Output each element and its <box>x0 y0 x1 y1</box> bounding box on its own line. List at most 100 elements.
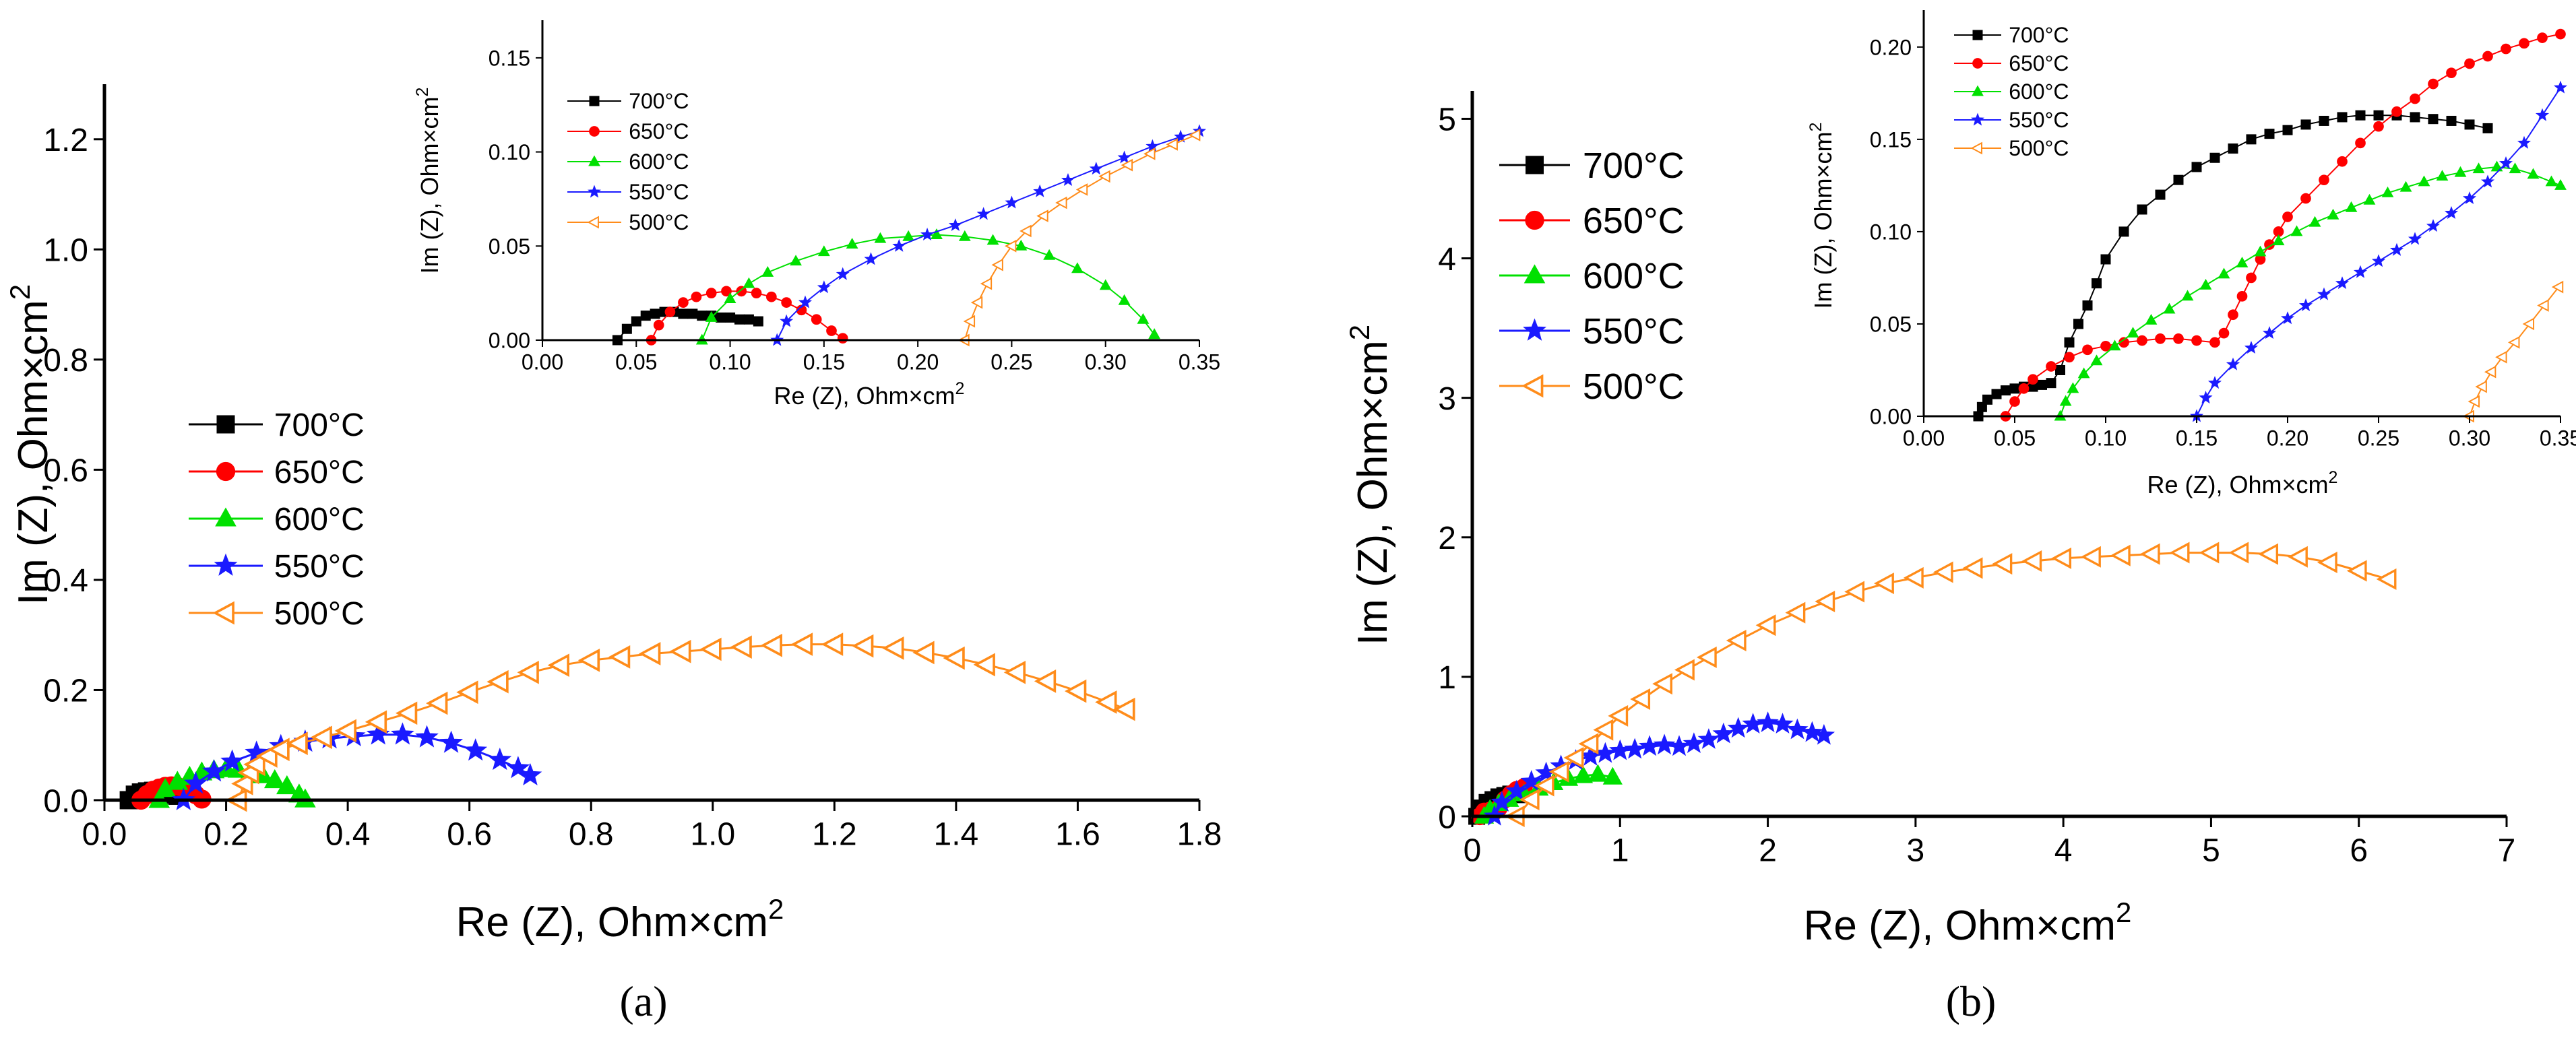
y-tick-label: 4 <box>1438 242 1456 278</box>
legend-label: 700°C <box>2009 23 2069 47</box>
data-point-500C <box>1004 239 1017 253</box>
data-point-650C <box>2319 174 2329 186</box>
data-point-700C <box>2064 337 2075 348</box>
data-point-550C <box>1771 713 1794 734</box>
data-point-700C <box>2137 204 2147 215</box>
data-point-600C <box>2218 267 2230 279</box>
data-point-550C <box>2480 174 2495 188</box>
data-point-500C <box>456 680 478 705</box>
data-point-500C <box>547 653 569 678</box>
legend-entry-700C: 700°C <box>1954 23 2069 47</box>
x-tick-label: 0.35 <box>1179 350 1220 374</box>
legend-entry-500C: 500°C <box>1954 136 2069 160</box>
x-tick-label: 0.35 <box>2540 426 2576 451</box>
data-point-500C <box>2484 365 2496 379</box>
data-point-500C <box>1696 646 1717 668</box>
y-tick-label: 0.8 <box>43 343 88 379</box>
data-point-550C <box>1813 723 1835 745</box>
x-tick-label: 2 <box>1759 833 1777 868</box>
data-point-500C <box>2317 552 2337 574</box>
data-point-650C <box>736 286 747 297</box>
series-line-600C <box>2059 166 2561 417</box>
caption-b: (b) <box>1946 977 1997 1025</box>
x-tick-label: 0.25 <box>991 350 1032 374</box>
data-point-650C <box>2464 58 2475 69</box>
data-point-550C <box>2371 254 2386 267</box>
data-point-550C <box>2535 108 2550 121</box>
data-point-550C <box>780 314 794 327</box>
data-point-650C <box>2555 28 2566 40</box>
y-tick-label: 0.6 <box>43 453 88 489</box>
data-point-600C <box>2327 208 2339 220</box>
legend-marker <box>1970 112 1985 126</box>
data-point-500C <box>2258 543 2279 565</box>
legend-marker <box>587 216 599 229</box>
data-point-500C <box>2081 546 2101 568</box>
data-point-600C <box>2163 302 2176 314</box>
data-point-500C <box>669 639 691 663</box>
chart-b-inset-x-ticks: 0.00 0.05 0.10 0.15 0.20 0.25 0.30 0.35 <box>1903 416 2576 451</box>
data-point-550C <box>1505 779 1528 801</box>
legend-label: 500°C <box>274 596 365 632</box>
legend-label: 500°C <box>1583 366 1685 407</box>
data-point-600C <box>276 775 298 795</box>
legend-label: 500°C <box>629 210 689 234</box>
y-tick-label: 0.20 <box>1870 35 1912 59</box>
data-point-550C <box>1697 728 1720 749</box>
legend-entry-550C: 550°C <box>189 549 365 585</box>
data-point-550C <box>1801 721 1823 742</box>
chart-a-main-y-label: Im (Z), Ohm×cm2 <box>4 284 57 605</box>
x-tick-label: 0 <box>1464 833 1482 868</box>
x-tick-label: 1.0 <box>690 816 735 852</box>
data-point-700C <box>2001 385 2011 396</box>
legend-entry-600C: 600°C <box>189 502 365 537</box>
data-point-600C <box>1137 313 1150 324</box>
legend-label: 500°C <box>2009 136 2069 160</box>
data-point-550C <box>1786 718 1809 740</box>
y-tick-label: 0 <box>1438 800 1456 835</box>
data-point-650C <box>2501 43 2511 55</box>
data-point-500C <box>1064 679 1087 703</box>
data-point-650C <box>2482 51 2493 62</box>
data-point-650C <box>2137 335 2147 346</box>
data-point-500C <box>2288 546 2308 568</box>
series-550C <box>2189 80 2568 422</box>
data-point-500C <box>1121 158 1133 172</box>
data-point-500C <box>1563 747 1584 769</box>
x-tick-label: 4 <box>2054 833 2073 868</box>
data-point-500C <box>1815 591 1835 613</box>
data-point-500C <box>2346 560 2367 582</box>
chart-a-main-legend: 700°C 650°C 600°C 550°C 500°C <box>189 407 365 632</box>
data-point-600C <box>2509 162 2521 174</box>
data-point-500C <box>1534 775 1554 797</box>
data-point-500C <box>1992 553 2013 575</box>
data-point-500C <box>1095 690 1117 714</box>
legend-entry-700C: 700°C <box>1499 145 1685 186</box>
data-point-500C <box>790 632 813 656</box>
data-point-600C <box>2308 216 2321 227</box>
data-point-500C <box>1630 688 1651 711</box>
y-tick-label: 1 <box>1438 660 1456 696</box>
x-tick-label: 0.05 <box>615 350 657 374</box>
legend-marker <box>589 96 600 106</box>
data-point-600C <box>790 255 802 266</box>
data-point-550C <box>464 738 488 761</box>
data-point-650C <box>2428 78 2439 90</box>
data-point-500C <box>943 646 965 670</box>
data-point-500C <box>1143 148 1156 160</box>
data-point-600C <box>2145 314 2158 325</box>
data-point-600C <box>2472 162 2485 174</box>
data-point-650C <box>2064 352 2075 363</box>
data-point-500C <box>970 296 983 309</box>
x-tick-label: 0.4 <box>325 816 371 852</box>
data-point-500C <box>231 772 253 795</box>
legend-label: 550°C <box>274 549 365 585</box>
legend-marker <box>1970 141 1982 155</box>
data-point-500C <box>1113 697 1135 721</box>
chart-b-inset-legend: 700°C 650°C 600°C 550°C 500°C <box>1954 23 2069 160</box>
legend-entry-650C: 650°C <box>189 455 365 490</box>
series-line-550C <box>2196 87 2561 417</box>
data-point-500C <box>426 691 448 715</box>
data-point-600C <box>931 228 943 239</box>
data-point-650C <box>691 291 702 302</box>
